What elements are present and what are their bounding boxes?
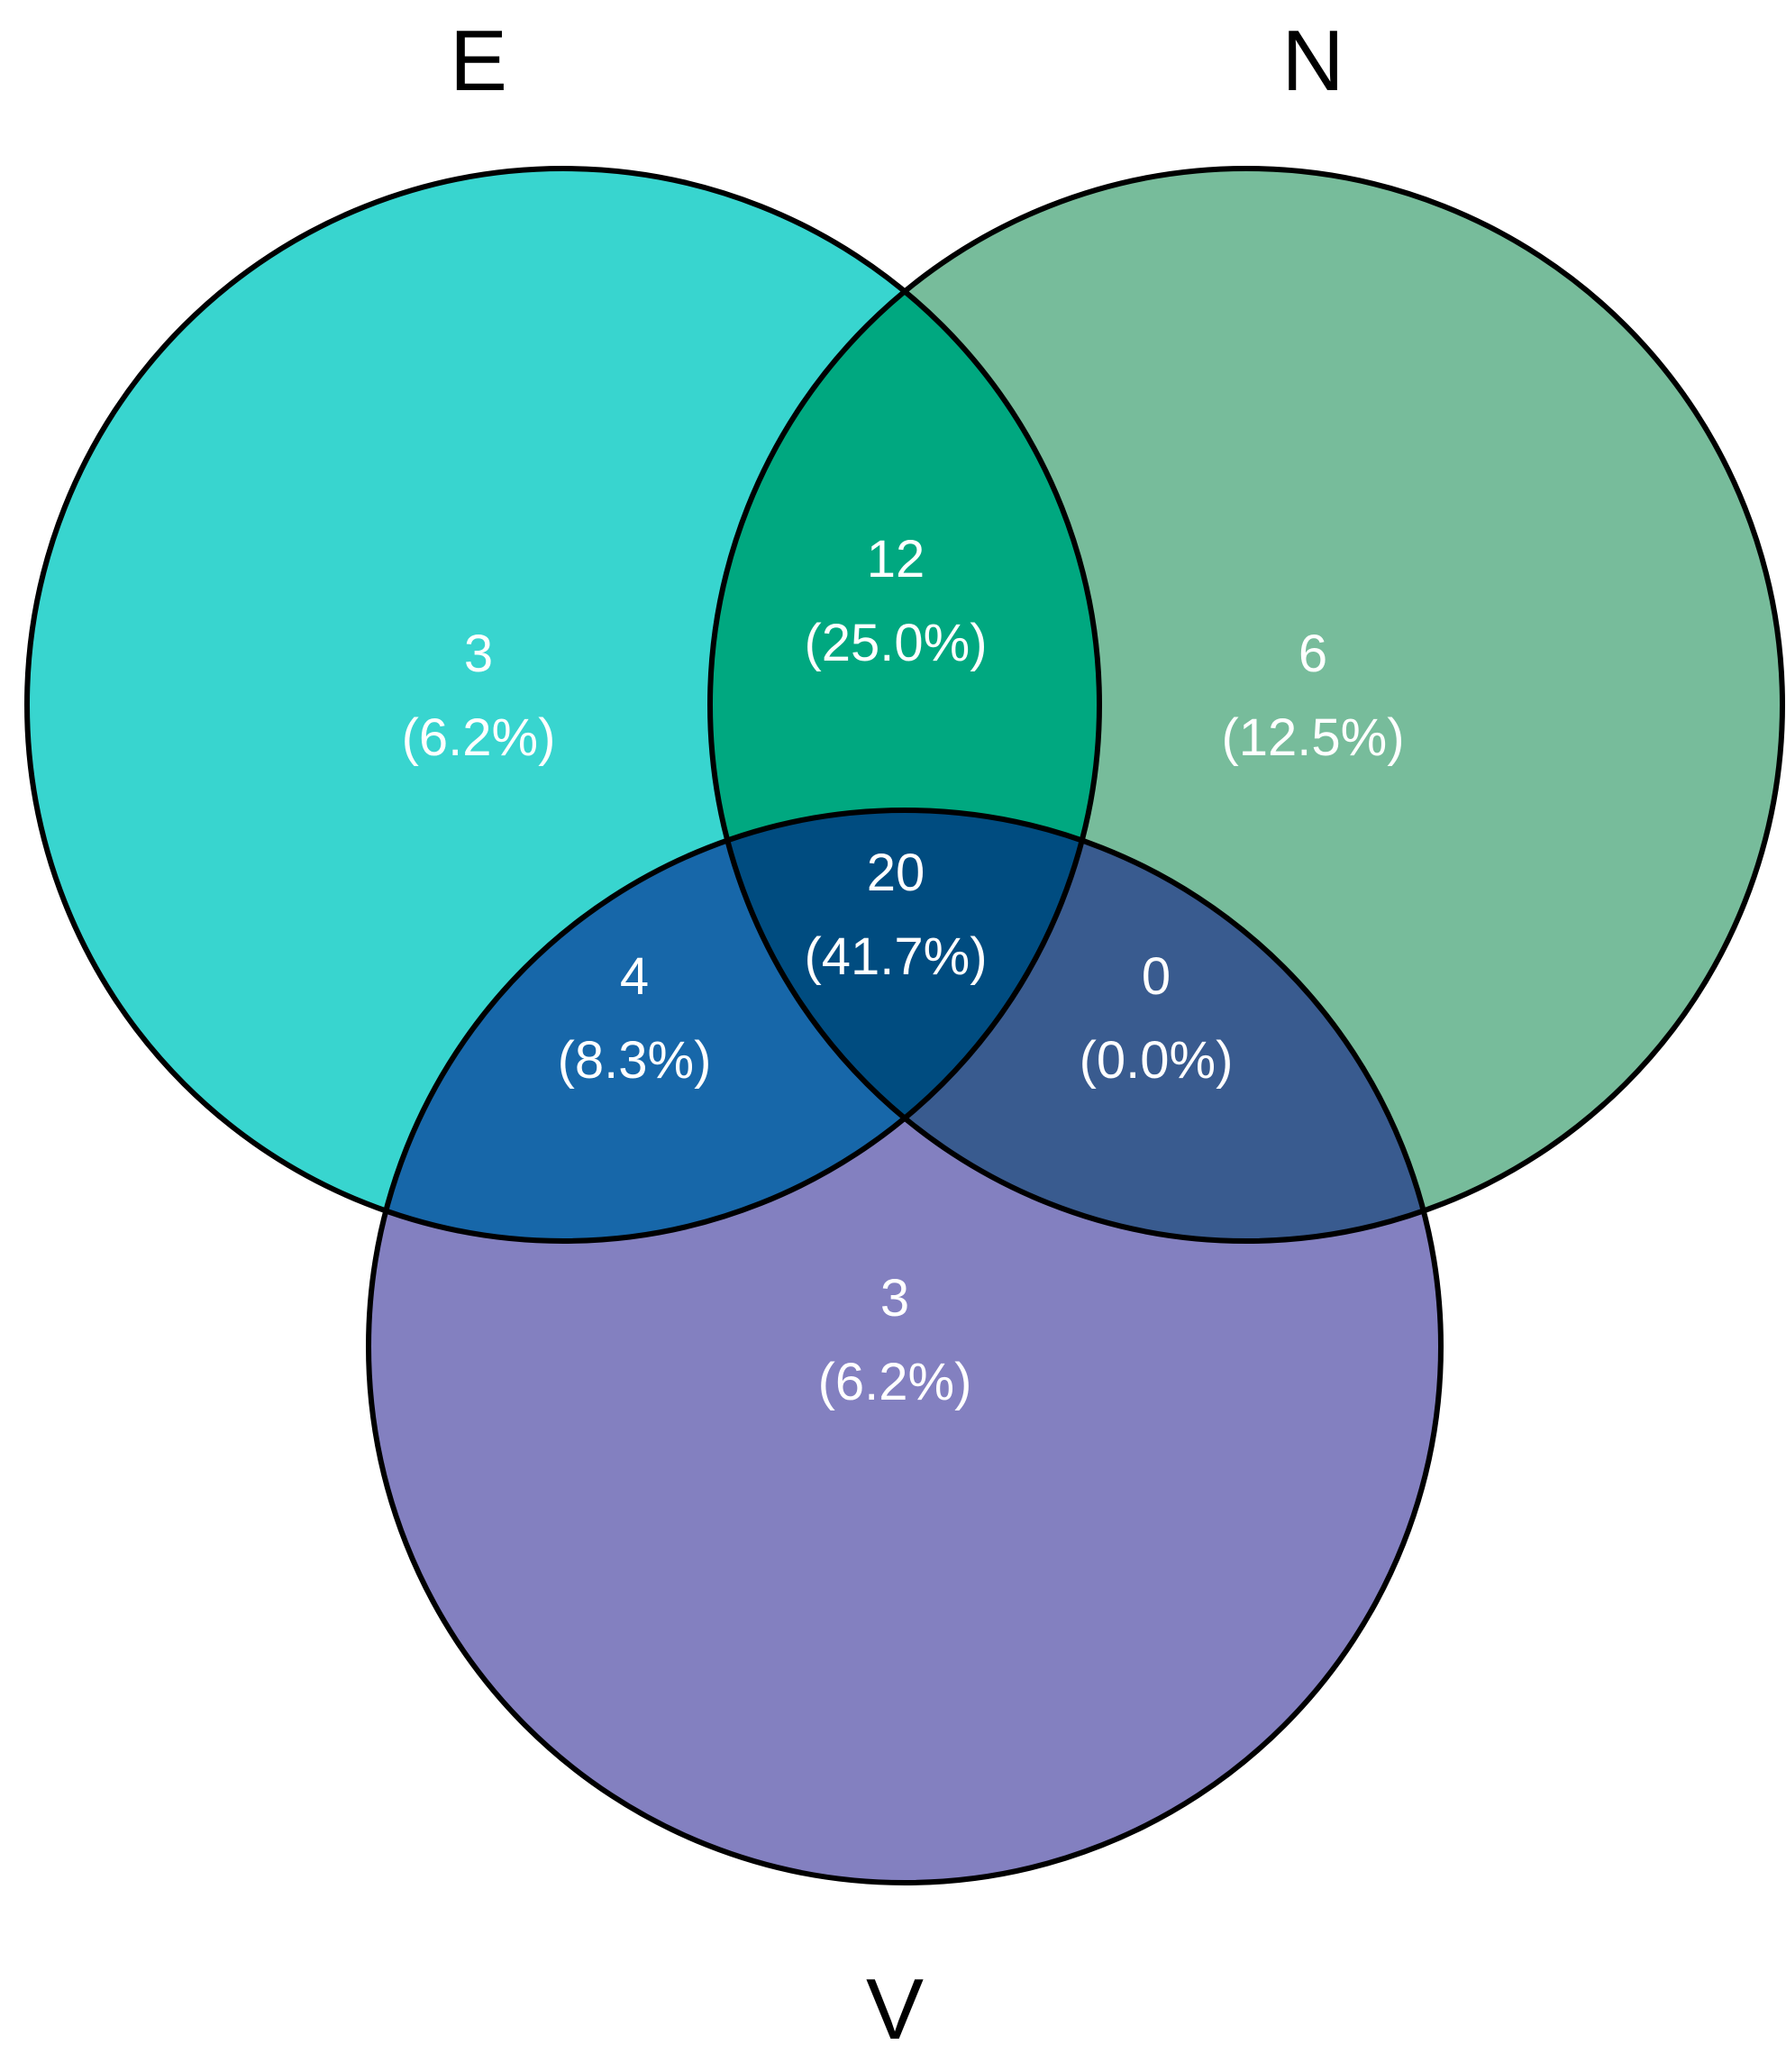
circle-outline-n (707, 166, 1785, 1244)
circle-outline-v (366, 808, 1444, 1885)
region-fill-e-v (369, 810, 1099, 1241)
region-fill-n-v (710, 810, 1441, 1241)
circle-outlines (24, 166, 1785, 1885)
region-count-e-only: 3 (464, 625, 493, 683)
region-percent-e-n-v: (41.7%) (804, 927, 987, 986)
set-label-n: N (1281, 13, 1344, 109)
set-label-v: V (866, 1961, 924, 2058)
region-percent-v-only: (6.2%) (818, 1353, 972, 1411)
set-labels: E N V (450, 13, 1344, 2058)
region-percent-e-n: (25.0%) (804, 614, 987, 672)
set-label-e: E (450, 13, 507, 109)
region-count-e-v: 4 (620, 947, 649, 1006)
region-count-n-v: 0 (1142, 947, 1171, 1006)
region-count-v-only: 3 (880, 1269, 909, 1328)
region-fills (27, 169, 1782, 1883)
region-count-e-n-v: 20 (867, 844, 925, 902)
circle-outline-e (24, 166, 1102, 1244)
region-percent-n-only: (12.5%) (1221, 708, 1404, 767)
region-count-n-only: 6 (1298, 625, 1327, 683)
region-percent-e-only: (6.2%) (402, 708, 556, 767)
region-count-e-n: 12 (867, 530, 925, 589)
region-labels: 3 (6.2%) 6 (12.5%) 3 (6.2%) 12 (25.0%) 4 (8.3%) 0 (… (402, 530, 1405, 1411)
region-percent-n-v: (0.0%) (1080, 1031, 1234, 1090)
region-percent-e-v: (8.3%) (558, 1031, 712, 1090)
